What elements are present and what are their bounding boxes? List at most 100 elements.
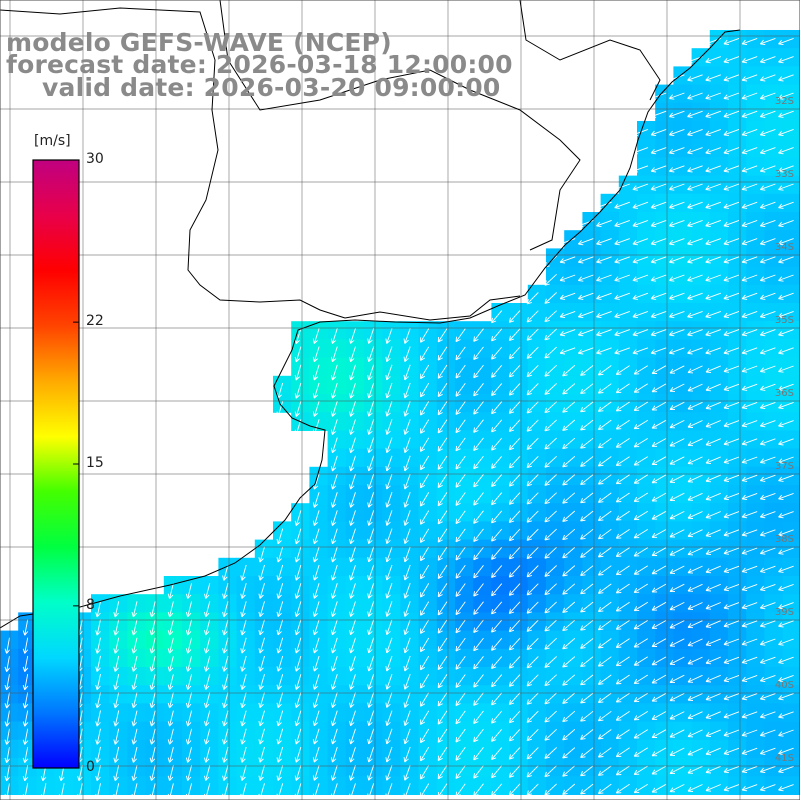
wind-arrow (167, 601, 174, 618)
wind-arrow (403, 637, 411, 654)
wind-arrow (385, 619, 393, 636)
wind-arrow (420, 710, 430, 725)
wind-arrow (669, 383, 685, 392)
wind-arrow (778, 56, 794, 64)
wind-arrow (330, 346, 338, 363)
wind-arrow (562, 747, 576, 759)
wind-arrow (385, 765, 393, 781)
wind-arrow (330, 783, 338, 799)
wind-arrow (294, 619, 302, 636)
wind-arrow (778, 547, 794, 555)
wind-arrow (437, 401, 448, 416)
latitude-label: 41S (774, 753, 794, 764)
wind-arrow (741, 602, 758, 610)
wind-arrow (385, 510, 393, 526)
wind-arrow (651, 456, 667, 466)
wind-arrow (723, 147, 740, 155)
wind-arrow (759, 329, 776, 337)
wind-arrow (705, 765, 721, 774)
wind-arrow (778, 420, 794, 428)
wind-arrow (167, 746, 174, 763)
wind-arrow (508, 546, 521, 560)
wind-arrow (723, 511, 740, 519)
wind-arrow (669, 583, 685, 593)
wind-arrow (312, 601, 320, 617)
wind-arrow (778, 147, 794, 155)
wind-arrow (687, 784, 703, 792)
wind-arrow (367, 510, 375, 526)
wind-arrow (349, 346, 356, 363)
colorbar-tick-label: 22 (86, 313, 104, 330)
wind-arrow (759, 565, 776, 573)
wind-arrow (113, 674, 120, 691)
wind-arrow (403, 546, 411, 563)
wind-arrow (473, 383, 484, 397)
wind-arrow (669, 601, 685, 611)
wind-arrow (473, 364, 484, 379)
wind-arrow (131, 728, 138, 745)
wind-arrow (455, 565, 466, 579)
wind-arrow (455, 601, 466, 616)
wind-arrow (455, 783, 466, 798)
wind-arrow (580, 565, 594, 577)
wind-arrow (95, 637, 101, 654)
wind-arrow (544, 474, 557, 486)
wind-arrow (705, 656, 721, 665)
wind-arrow (185, 728, 193, 745)
wind-arrow (491, 346, 503, 360)
wind-arrow (741, 383, 758, 391)
wind-arrow (258, 728, 265, 745)
wind-arrow (349, 637, 356, 654)
wind-arrow (240, 564, 247, 581)
wind-arrow (294, 710, 302, 727)
wind-arrow (615, 419, 630, 430)
wind-arrow (544, 328, 557, 341)
wind-arrow (705, 492, 721, 501)
wind-arrow (632, 329, 649, 337)
wind-arrow (615, 383, 630, 394)
wind-arrow (741, 165, 758, 173)
wind-arrow (597, 583, 612, 594)
wind-arrow (258, 546, 265, 563)
wind-arrow (455, 492, 466, 506)
wind-arrow (723, 274, 740, 282)
wind-arrow (544, 419, 557, 432)
wind-arrow (437, 746, 448, 761)
wind-arrow (330, 619, 338, 636)
wind-arrow (455, 346, 466, 361)
wind-arrow (240, 637, 247, 654)
wind-arrow (544, 401, 557, 414)
wind-arrow (778, 165, 794, 173)
wind-arrow (149, 655, 156, 672)
wind-arrow (596, 219, 612, 228)
wind-arrow (580, 638, 594, 649)
wind-arrow (403, 601, 411, 617)
wind-arrow (349, 619, 356, 636)
wind-arrow (240, 619, 247, 636)
wind-arrow (508, 565, 521, 578)
wind-arrow (204, 674, 211, 690)
wind-arrow (403, 473, 411, 490)
wind-arrow (258, 674, 265, 690)
wind-arrow (544, 747, 557, 759)
wind-arrow (669, 547, 685, 556)
wind-arrow (312, 710, 320, 727)
wind-arrow (723, 365, 740, 373)
country-border (0, 7, 346, 319)
wind-arrow (723, 310, 740, 319)
wind-arrow (491, 747, 503, 761)
wind-arrow (167, 692, 174, 709)
wind-arrow (741, 238, 758, 246)
wind-arrow (633, 547, 649, 557)
wind-arrow (614, 183, 630, 191)
wind-arrow (403, 401, 411, 417)
wind-arrow (705, 329, 721, 337)
wind-arrow (633, 711, 649, 721)
wind-arrow (349, 473, 356, 490)
wind-arrow (778, 583, 794, 592)
wind-arrow (687, 201, 703, 209)
wind-arrow (473, 528, 484, 543)
country-border (519, 0, 661, 101)
wind-arrow (759, 56, 776, 64)
wind-arrow (222, 746, 229, 763)
